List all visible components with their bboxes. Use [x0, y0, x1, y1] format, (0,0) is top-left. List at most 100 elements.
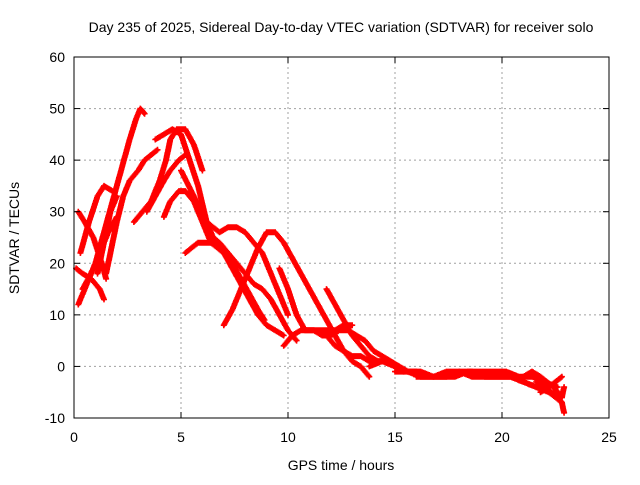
data-point — [419, 370, 423, 374]
data-point — [479, 370, 483, 374]
data-point — [141, 210, 144, 214]
data-point — [406, 370, 410, 374]
x-tick-label: 25 — [601, 429, 617, 445]
data-point — [470, 375, 474, 379]
data-point — [183, 127, 187, 131]
data-point — [156, 148, 159, 152]
data-point — [252, 241, 256, 245]
data-point — [539, 375, 542, 379]
data-point — [265, 323, 269, 327]
data-point — [102, 297, 106, 301]
data-point — [162, 215, 166, 219]
data-point — [273, 230, 277, 234]
data-point — [218, 230, 221, 234]
data-point — [179, 169, 183, 172]
data-point — [286, 313, 290, 317]
data-point — [104, 277, 108, 281]
data-point — [316, 303, 320, 306]
data-point — [248, 297, 251, 301]
data-point — [115, 194, 119, 198]
data-point — [96, 272, 99, 276]
data-point — [545, 380, 549, 384]
data-point — [530, 375, 534, 379]
data-point — [226, 251, 230, 255]
data-point — [560, 375, 564, 379]
data-point — [427, 375, 431, 379]
data-point — [414, 375, 418, 379]
data-point — [539, 390, 542, 394]
data-point — [273, 328, 277, 332]
data-point — [143, 112, 147, 116]
data-point — [491, 370, 495, 374]
data-point — [350, 334, 354, 337]
data-point — [359, 344, 363, 348]
data-point — [248, 266, 251, 270]
data-point — [380, 354, 384, 358]
x-axis-label: GPS time / hours — [288, 457, 395, 473]
data-point — [222, 323, 226, 327]
data-point — [554, 380, 557, 384]
data-point — [226, 225, 230, 229]
data-point — [521, 375, 525, 379]
series-track-23 — [520, 368, 568, 401]
data-point — [205, 230, 209, 234]
data-point — [325, 328, 328, 332]
data-point — [256, 246, 260, 250]
data-point — [183, 189, 187, 193]
data-point — [256, 313, 260, 317]
data-point — [192, 194, 196, 198]
series-track-4 — [77, 182, 116, 256]
grid — [74, 57, 609, 418]
data-point — [162, 132, 166, 136]
x-tick-label: 0 — [70, 429, 78, 445]
data-point — [96, 194, 99, 198]
data-point — [534, 380, 538, 384]
data-point — [367, 359, 371, 363]
data-point — [230, 308, 234, 312]
data-point — [277, 292, 281, 296]
y-tick-label: 40 — [49, 152, 65, 168]
data-point — [196, 184, 200, 188]
data-point — [393, 370, 397, 374]
data-point — [290, 256, 294, 260]
data-point — [87, 220, 91, 224]
data-point — [440, 375, 444, 379]
data-point — [128, 138, 132, 141]
data-point — [143, 158, 147, 162]
data-point — [102, 184, 106, 188]
data-point — [260, 251, 264, 255]
data-point — [534, 385, 538, 389]
x-tick-label: 5 — [177, 429, 185, 445]
data-point — [277, 313, 281, 317]
data-point — [333, 328, 337, 332]
data-point — [277, 266, 281, 270]
data-point — [153, 194, 157, 198]
data-point — [367, 364, 371, 368]
data-point — [299, 328, 303, 332]
data-point — [205, 220, 209, 224]
data-point — [134, 117, 138, 121]
series-track-13 — [182, 239, 287, 339]
data-point — [282, 241, 286, 245]
y-tick-label: 60 — [49, 49, 65, 65]
data-point — [218, 241, 221, 245]
x-tick-label: 15 — [387, 429, 403, 445]
y-tick-label: 50 — [49, 101, 65, 117]
data-point — [316, 328, 320, 332]
data-point — [168, 138, 172, 141]
data-point — [380, 359, 384, 363]
data-point — [188, 158, 192, 162]
data-point — [320, 334, 324, 337]
data-point — [560, 401, 564, 404]
data-point — [562, 385, 566, 389]
data-point — [282, 334, 286, 337]
data-point — [170, 127, 174, 131]
data-point — [230, 266, 234, 270]
data-point — [119, 169, 123, 172]
data-point — [307, 328, 311, 332]
data-point — [104, 272, 108, 276]
x-tick-label: 10 — [280, 429, 296, 445]
y-tick-label: -10 — [45, 410, 65, 426]
data-point — [269, 272, 273, 276]
